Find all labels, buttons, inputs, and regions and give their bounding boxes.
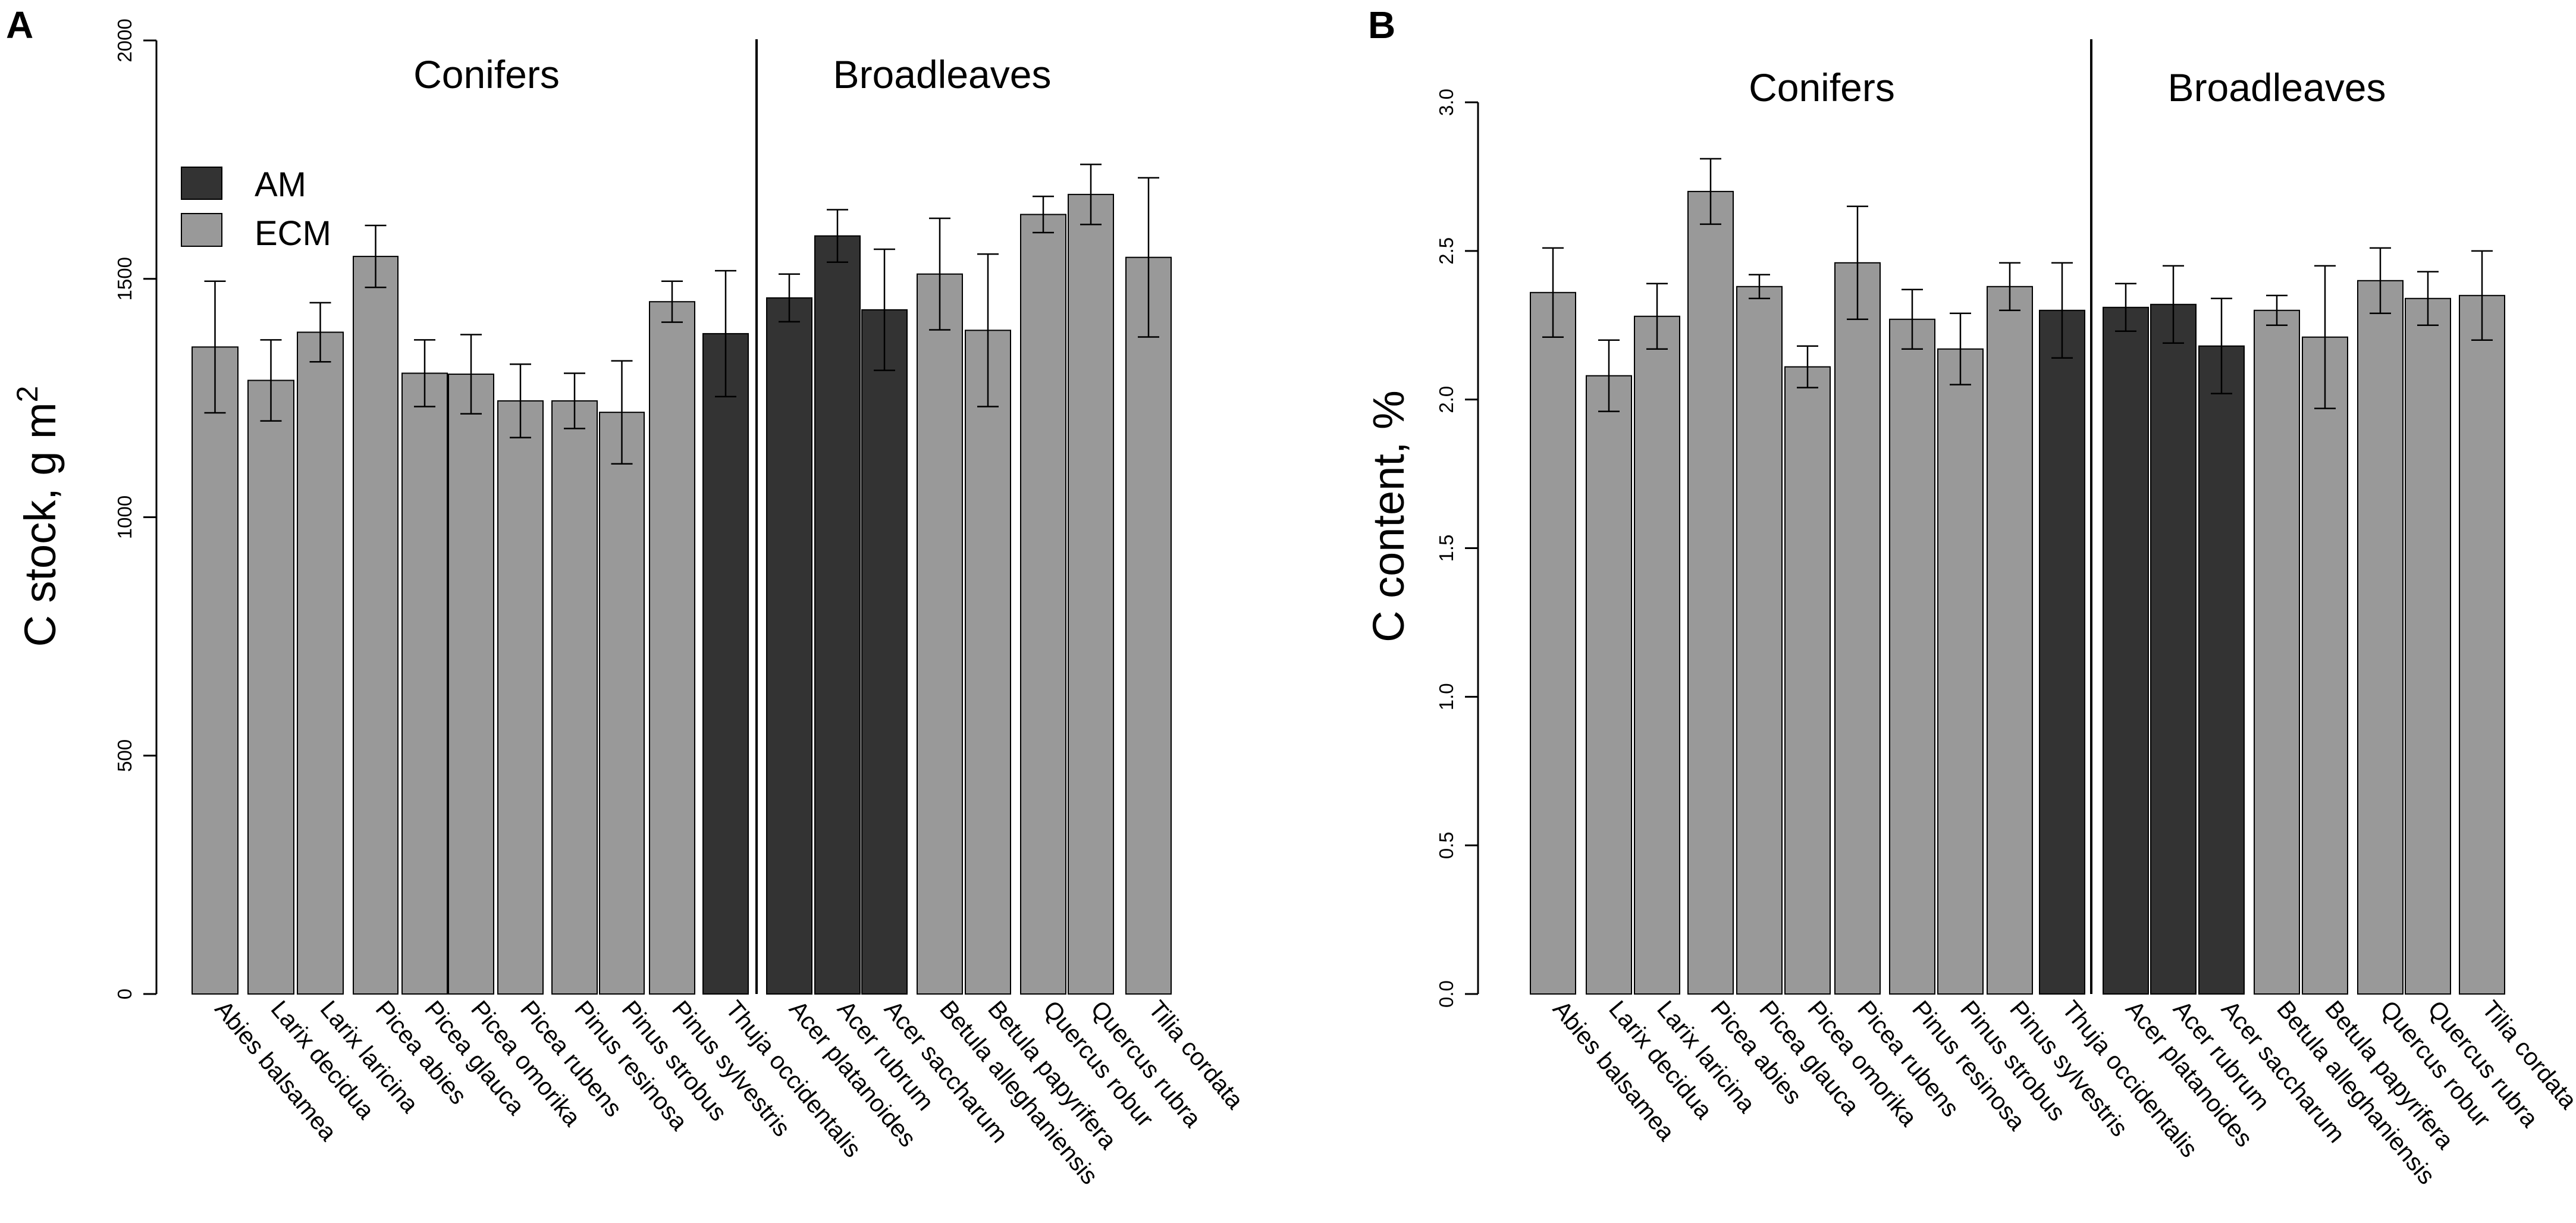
y-tick-label: 0.5: [1435, 832, 1457, 859]
group-label: Broadleaves: [833, 52, 1052, 96]
y-axis-title: C content, %: [1364, 390, 1413, 642]
bar: [2254, 309, 2300, 995]
bar: [2103, 306, 2149, 995]
bar: [497, 400, 544, 995]
bar: [401, 372, 448, 995]
legend-swatch-ecm: [181, 213, 222, 247]
bar: [192, 346, 239, 995]
y-tick-label: 500: [114, 739, 136, 772]
y-tick-label: 0.0: [1435, 980, 1457, 1008]
y-tick-label: 3.0: [1435, 89, 1457, 116]
legend-swatch-am: [181, 167, 222, 200]
y-tick-label: 0: [114, 989, 136, 999]
bar: [1987, 286, 2033, 995]
y-tick-label: 1500: [114, 257, 136, 300]
bar: [448, 374, 494, 995]
bar: [1068, 193, 1114, 995]
bar: [702, 333, 749, 995]
group-label: Conifers: [1749, 65, 1895, 109]
bar: [2459, 294, 2505, 995]
y-axis-title-text: C stock, g m: [15, 402, 65, 647]
bar: [1687, 190, 1734, 995]
bar: [1889, 318, 1935, 995]
bar: [2357, 280, 2404, 995]
bar: [2405, 297, 2451, 995]
legend-label-ecm: ECM: [255, 214, 331, 253]
bar: [649, 301, 695, 995]
bar: [2198, 345, 2245, 995]
bar: [1736, 286, 1783, 995]
bar: [1530, 291, 1576, 995]
bar: [1784, 366, 1831, 995]
legend-label-am: AM: [255, 165, 306, 204]
y-tick-label: 1000: [114, 496, 136, 539]
bar: [1125, 256, 1172, 995]
bar: [2150, 303, 2197, 995]
y-axis-title-superscript: 2: [11, 385, 44, 402]
group-label: Conifers: [413, 52, 560, 96]
bar: [297, 331, 344, 995]
bar: [814, 235, 861, 995]
panel-label: B: [1368, 4, 1395, 46]
bar: [965, 330, 1011, 995]
bar: [1937, 348, 1984, 995]
panel-label: A: [6, 4, 33, 46]
y-tick-label: 2000: [114, 18, 136, 62]
bar: [1834, 262, 1881, 995]
bar: [2302, 336, 2348, 995]
bar: [551, 400, 598, 995]
group-label: Broadleaves: [2168, 65, 2386, 109]
y-tick-label: 2.5: [1435, 237, 1457, 265]
y-tick-label: 2.0: [1435, 386, 1457, 413]
bar: [2039, 309, 2085, 995]
y-axis-title: C stock, g m2: [11, 385, 65, 647]
bar: [247, 380, 294, 995]
bar: [861, 309, 908, 995]
bar: [1020, 214, 1066, 995]
bar: [917, 273, 963, 995]
y-tick-label: 1.0: [1435, 683, 1457, 710]
bar: [599, 412, 645, 995]
bar: [353, 256, 399, 995]
bar: [1586, 375, 1632, 995]
y-tick-label: 1.5: [1435, 535, 1457, 562]
bar: [766, 297, 812, 995]
y-axis-title-text: C content, %: [1364, 390, 1413, 642]
bar: [1634, 315, 1680, 995]
